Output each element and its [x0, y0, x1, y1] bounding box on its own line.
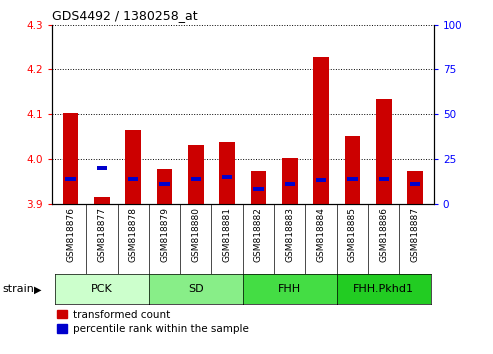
Bar [345, 136, 360, 204]
Bar [284, 182, 295, 186]
Text: PCK: PCK [91, 284, 113, 295]
Bar [282, 158, 298, 204]
Text: GSM818877: GSM818877 [98, 207, 106, 262]
Text: FHH: FHH [278, 284, 301, 295]
Bar [407, 171, 423, 204]
Bar [125, 130, 141, 204]
Text: ▶: ▶ [34, 284, 41, 295]
Bar [219, 142, 235, 204]
Text: GSM818882: GSM818882 [254, 207, 263, 262]
Bar [159, 182, 170, 186]
Text: FHH.Pkhd1: FHH.Pkhd1 [353, 284, 414, 295]
Bar [379, 177, 389, 181]
Bar [313, 57, 329, 204]
Bar [250, 171, 266, 204]
Bar [97, 166, 107, 170]
Bar [94, 197, 110, 204]
Text: GSM818878: GSM818878 [129, 207, 138, 262]
Text: GSM818885: GSM818885 [348, 207, 357, 262]
Text: strain: strain [2, 284, 35, 295]
Text: GSM818886: GSM818886 [379, 207, 388, 262]
Bar [128, 177, 138, 181]
Bar [316, 178, 326, 182]
Bar [348, 177, 357, 181]
Bar [188, 144, 204, 204]
Bar [191, 177, 201, 181]
Text: GSM818876: GSM818876 [66, 207, 75, 262]
Bar [63, 113, 78, 204]
Text: GSM818879: GSM818879 [160, 207, 169, 262]
Text: GSM818883: GSM818883 [285, 207, 294, 262]
Bar [222, 175, 232, 179]
Text: GSM818881: GSM818881 [223, 207, 232, 262]
Text: GSM818884: GSM818884 [317, 207, 325, 262]
Text: GSM818880: GSM818880 [191, 207, 200, 262]
Bar [410, 182, 420, 186]
Text: GDS4492 / 1380258_at: GDS4492 / 1380258_at [52, 9, 197, 22]
Bar [376, 98, 391, 204]
Text: GSM818887: GSM818887 [411, 207, 420, 262]
Bar [157, 169, 173, 204]
Text: SD: SD [188, 284, 204, 295]
Legend: transformed count, percentile rank within the sample: transformed count, percentile rank withi… [57, 310, 248, 334]
Bar [253, 187, 264, 191]
Bar [66, 177, 75, 181]
